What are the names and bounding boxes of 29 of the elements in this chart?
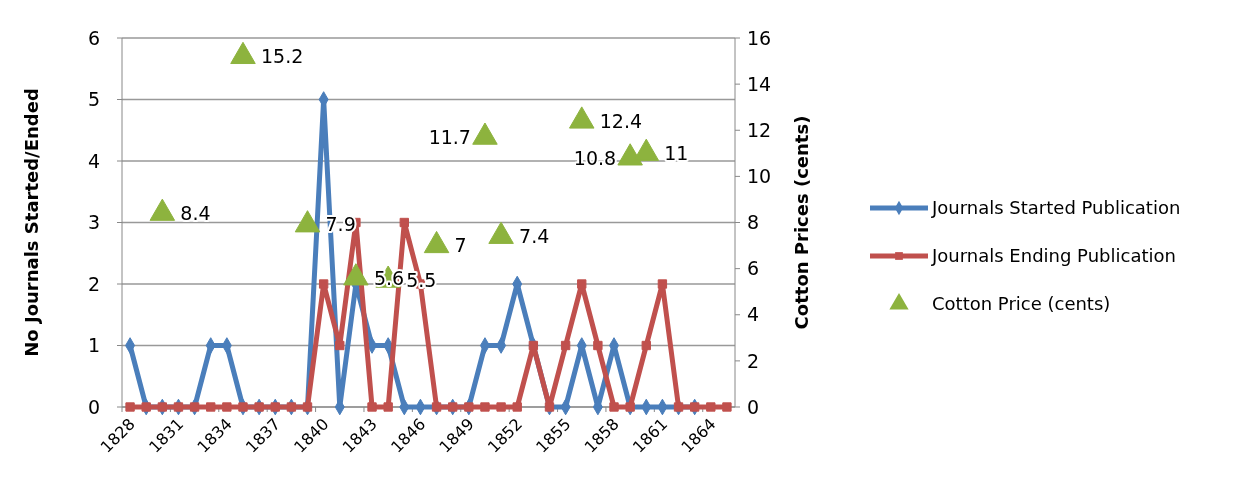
data-label: 7: [454, 234, 467, 257]
y2-tick-label: 8: [747, 211, 760, 234]
y-tick-label: 2: [87, 272, 100, 295]
data-label: 11.7: [428, 125, 471, 148]
y-tick-label: 6: [87, 26, 100, 49]
data-label: 15.2: [260, 45, 304, 68]
data-label: 7.4: [519, 224, 550, 247]
y-axis-title: No Journals Started/Ended: [21, 88, 42, 357]
legend-label: Journals Started Publication: [931, 197, 1181, 219]
y-tick-label: 1: [87, 334, 100, 357]
y2-tick-label: 16: [747, 26, 772, 49]
data-label: 8.4: [180, 201, 211, 224]
y2-tick-label: 2: [747, 349, 760, 372]
y2-tick-label: 0: [747, 395, 760, 418]
data-label: 10.8: [573, 146, 617, 169]
data-label: 11: [664, 141, 689, 164]
y-tick-label: 5: [87, 88, 100, 111]
data-label: 12.4: [599, 109, 643, 132]
y2-tick-label: 4: [747, 303, 760, 326]
legend-label: Journals Ending Publication: [931, 245, 1176, 267]
legend-label: Cotton Price (cents): [932, 293, 1111, 315]
y-tick-label: 4: [87, 149, 100, 172]
y-tick-label: 0: [87, 395, 100, 418]
y2-tick-label: 14: [747, 72, 772, 95]
y2-tick-label: 6: [747, 257, 760, 280]
y2-tick-label: 10: [747, 165, 772, 188]
y2-tick-label: 12: [747, 118, 772, 141]
y2-axis-title: Cotton Prices (cents): [791, 115, 812, 330]
y-tick-label: 3: [87, 211, 100, 234]
